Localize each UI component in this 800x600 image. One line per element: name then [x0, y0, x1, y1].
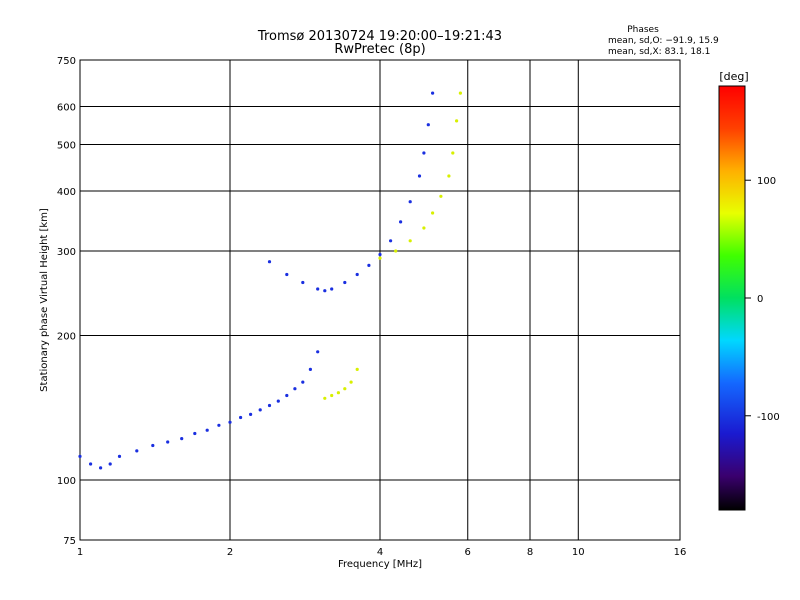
data-point	[349, 380, 353, 384]
stats-o-line: mean, sd,O: −91.9, 15.9	[608, 36, 719, 46]
data-point	[426, 123, 430, 127]
chart-subtitle: RwPretec (8p)	[334, 42, 425, 57]
colorbar-tick-label: 0	[757, 294, 763, 305]
x-axis-ticks: 1 2 4 6 8 10 16	[77, 547, 687, 558]
data-point	[343, 387, 347, 391]
data-point	[367, 263, 371, 267]
y-axis-label: Stationary phase Virtual Height [km]	[39, 208, 50, 392]
data-point	[78, 454, 82, 458]
colorbar-ticks: 100 0 -100	[745, 176, 780, 423]
x-tick-label: 4	[377, 547, 383, 558]
data-point	[239, 415, 243, 420]
data-point	[378, 252, 382, 257]
data-point	[180, 437, 184, 441]
stats-header: Phases	[627, 25, 659, 35]
data-point	[447, 174, 451, 178]
data-point	[422, 226, 426, 230]
data-point	[267, 403, 272, 408]
data-marks	[78, 91, 462, 470]
x-tick-label: 8	[527, 547, 533, 558]
y-tick-label: 300	[57, 247, 76, 258]
x-tick-label: 10	[572, 547, 585, 558]
data-point	[308, 367, 312, 371]
data-point	[323, 289, 327, 293]
colorbar-tick-label: 100	[757, 176, 776, 187]
colorbar	[718, 85, 746, 511]
data-point	[217, 423, 221, 427]
data-point	[408, 239, 412, 243]
data-point	[389, 239, 393, 243]
data-point	[285, 393, 289, 398]
data-point	[193, 431, 197, 436]
data-point	[355, 272, 359, 277]
x-tick-label: 2	[227, 547, 233, 558]
data-point	[431, 91, 435, 95]
data-point	[336, 391, 340, 395]
data-point	[205, 428, 209, 432]
data-point	[417, 174, 422, 178]
data-point	[378, 256, 382, 260]
y-tick-label: 100	[57, 476, 76, 487]
y-tick-label: 400	[57, 187, 76, 198]
x-tick-label: 16	[674, 547, 687, 558]
data-point	[316, 287, 320, 291]
chart-title: Tromsø 20130724 19:20:00–19:21:43	[257, 29, 502, 44]
y-tick-label: 75	[63, 536, 76, 547]
data-point	[458, 91, 462, 95]
data-point	[431, 211, 435, 215]
x-axis-label: Frequency [MHz]	[338, 559, 422, 570]
data-point	[151, 443, 155, 448]
data-point	[117, 454, 122, 458]
data-point	[258, 408, 262, 412]
data-point	[293, 387, 297, 391]
data-point	[166, 440, 170, 444]
data-point	[135, 449, 139, 453]
data-point	[249, 412, 253, 416]
data-point	[455, 119, 459, 123]
y-tick-label: 500	[57, 141, 76, 152]
data-point	[316, 350, 320, 354]
data-point	[228, 420, 232, 424]
data-point	[330, 393, 334, 398]
data-point	[422, 151, 426, 155]
data-point	[89, 462, 93, 466]
x-tick-label: 6	[465, 547, 471, 558]
y-tick-label: 200	[57, 332, 76, 343]
y-tick-label: 600	[57, 103, 76, 114]
grid-lines	[80, 60, 680, 540]
data-point	[301, 280, 305, 285]
x-tick-label: 1	[77, 547, 83, 558]
data-point	[439, 194, 443, 198]
data-point	[399, 220, 403, 224]
data-point	[451, 151, 455, 155]
plot-area: 1 2 4 6 8 10 16 75 100 200 300 400 500 600 750	[57, 56, 686, 558]
data-point	[408, 200, 412, 204]
data-point	[267, 260, 272, 264]
data-point	[330, 287, 334, 291]
data-point	[343, 280, 347, 285]
data-point	[323, 396, 327, 400]
y-tick-label: 750	[57, 56, 76, 67]
data-point	[276, 399, 280, 403]
y-axis-ticks: 75 100 200 300 400 500 600 750	[57, 56, 76, 547]
colorbar-label: [deg]	[719, 70, 748, 83]
data-point	[394, 249, 398, 253]
data-point	[99, 466, 103, 470]
data-point	[301, 380, 305, 384]
data-point	[108, 462, 112, 466]
data-point	[285, 272, 289, 277]
stats-x-line: mean, sd,X: 83.1, 18.1	[608, 47, 710, 57]
data-point	[355, 367, 359, 371]
colorbar-tick-label: -100	[757, 412, 780, 423]
